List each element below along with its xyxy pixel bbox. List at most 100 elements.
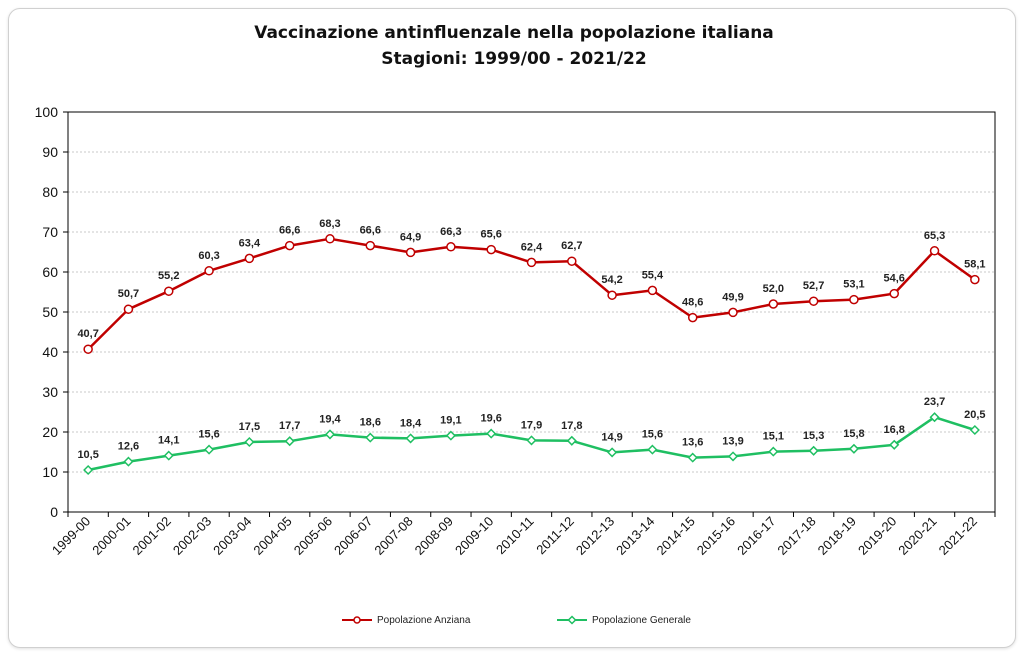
data-label: 66,6 (279, 225, 300, 237)
data-label: 15,8 (843, 428, 864, 440)
data-label: 49,9 (722, 291, 743, 303)
data-label: 52,0 (763, 283, 784, 295)
data-label: 66,6 (360, 225, 381, 237)
data-point (647, 444, 658, 455)
data-label: 62,7 (561, 240, 582, 252)
x-tick-label: 2021-22 (936, 514, 980, 558)
data-label: 53,1 (843, 279, 864, 291)
data-label: 52,7 (803, 280, 824, 292)
x-tick-label: 2015-16 (694, 514, 738, 558)
y-tick-label: 70 (42, 224, 58, 240)
data-label: 58,1 (964, 259, 985, 271)
x-axis-ticks: 1999-002000-012001-022002-032003-042004-… (49, 512, 996, 558)
y-tick-label: 50 (42, 304, 58, 320)
data-point (607, 447, 618, 458)
data-label: 65,3 (924, 230, 945, 242)
data-point (768, 299, 779, 309)
data-label: 62,4 (521, 241, 543, 253)
data-point (687, 452, 698, 463)
y-tick-label: 0 (50, 504, 58, 520)
data-point (284, 240, 295, 251)
data-label: 17,5 (239, 421, 260, 433)
data-label: 55,4 (642, 269, 664, 281)
data-label: 17,7 (279, 420, 300, 432)
data-label: 65,6 (480, 229, 501, 241)
data-label: 15,6 (198, 429, 219, 441)
data-label: 54,6 (884, 273, 905, 285)
data-label: 23,7 (924, 396, 945, 408)
x-tick-label: 2017-18 (774, 514, 818, 558)
data-point (848, 443, 859, 454)
data-label: 15,3 (803, 430, 824, 442)
data-point (163, 450, 174, 461)
data-point (727, 451, 739, 462)
data-point (970, 274, 980, 285)
x-tick-label: 2019-20 (855, 514, 899, 558)
data-point (768, 446, 779, 457)
data-point (486, 244, 496, 255)
data-label: 15,6 (642, 429, 663, 441)
data-point (325, 234, 335, 244)
data-point (83, 464, 94, 476)
y-tick-label: 10 (42, 464, 58, 480)
y-tick-label: 40 (42, 344, 58, 360)
series-line (87, 237, 976, 351)
series-layer: 40,7 50,7 55,2 60,3 63,4 66,6 68,3 66,6 64,9 66,3… (77, 218, 986, 476)
data-label: 13,6 (682, 437, 703, 449)
y-tick-label: 20 (42, 424, 58, 440)
data-point (244, 253, 255, 264)
data-point (687, 312, 698, 323)
x-tick-label: 2006-07 (331, 514, 375, 558)
data-label: 48,6 (682, 297, 703, 309)
x-tick-label: 2013-14 (613, 514, 657, 558)
data-point (324, 429, 336, 440)
data-point (849, 294, 859, 305)
chart-subtitle: Stagioni: 1999/00 - 2021/22 (381, 49, 646, 69)
legend-label-anziana: Popolazione Anziana (377, 615, 471, 626)
x-tick-label: 2000-01 (89, 514, 133, 558)
series-generale: 10,5 12,6 14,1 15,6 17,5 17,7 19,4 18,6 18,4 19,1… (77, 396, 986, 476)
data-point (929, 412, 940, 423)
data-label: 40,7 (77, 328, 98, 340)
data-label: 17,8 (561, 420, 582, 432)
data-point (808, 445, 819, 456)
data-label: 19,1 (440, 415, 461, 427)
data-point (647, 285, 658, 296)
data-point (244, 436, 255, 448)
x-tick-label: 2003-04 (210, 514, 254, 558)
legend: Popolazione Anziana Popolazione Generale (342, 615, 691, 626)
data-point (164, 286, 174, 296)
x-tick-label: 2011-12 (533, 514, 577, 558)
legend-marker-anziana (353, 616, 361, 624)
data-point (284, 436, 295, 447)
data-label: 64,9 (400, 231, 421, 243)
data-point (567, 256, 577, 266)
y-tick-label: 60 (42, 264, 58, 280)
chart-frame (8, 8, 1016, 648)
x-tick-label: 2004-05 (250, 514, 294, 558)
data-label: 20,5 (964, 409, 985, 421)
data-point (83, 344, 93, 354)
data-point (526, 257, 537, 268)
x-tick-label: 2005-06 (291, 514, 335, 558)
y-tick-label: 100 (35, 104, 59, 120)
x-tick-label: 2001-02 (130, 514, 174, 558)
data-point (405, 433, 416, 444)
data-label: 63,4 (239, 237, 261, 249)
x-tick-label: 2012-13 (573, 514, 617, 558)
data-point (526, 435, 537, 446)
x-tick-label: 2016-17 (734, 514, 778, 558)
legend-label-generale: Popolazione Generale (592, 615, 691, 626)
y-axis-ticks: 0 10 20 30 40 50 60 70 80 90 100 (35, 104, 68, 520)
data-label: 15,1 (763, 431, 784, 443)
data-label: 17,9 (521, 419, 542, 431)
x-tick-label: 2008-09 (412, 514, 456, 558)
data-point (446, 242, 456, 252)
x-tick-label: 2009-10 (452, 514, 496, 558)
data-point (889, 288, 899, 299)
y-tick-label: 30 (42, 384, 58, 400)
x-tick-label: 2020-21 (895, 514, 939, 558)
x-tick-label: 1999-00 (49, 514, 93, 558)
x-tick-label: 2010-11 (493, 514, 537, 558)
